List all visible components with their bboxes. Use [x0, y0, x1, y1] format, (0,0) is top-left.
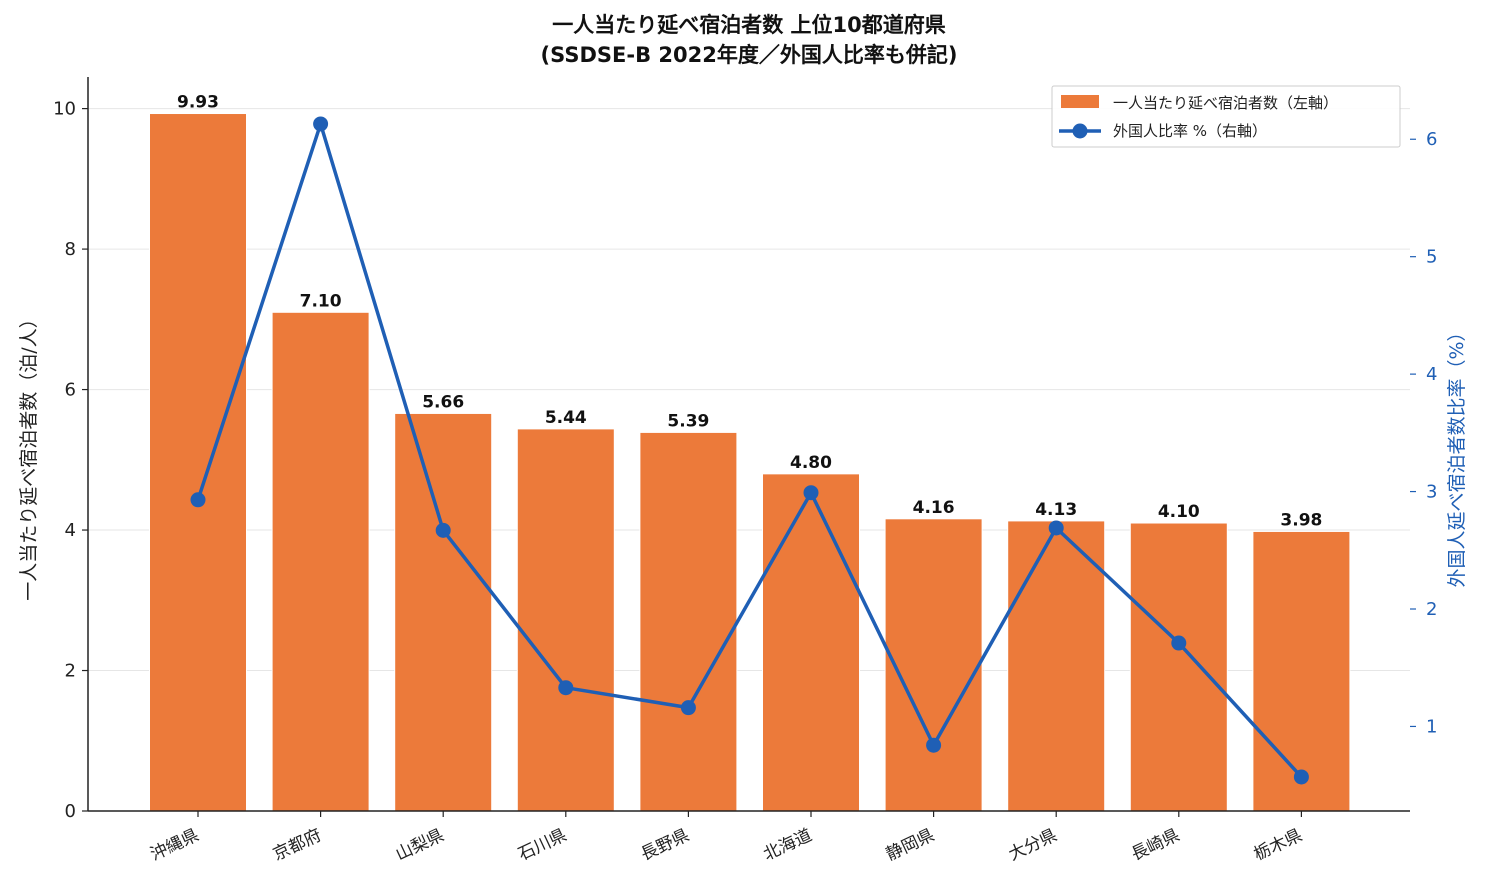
legend-box	[1051, 85, 1401, 148]
x-tick-label-10: 栃木県	[1251, 825, 1306, 865]
x-tick-label-9: 長崎県	[1128, 825, 1183, 865]
ratio-point-3	[435, 522, 451, 538]
left-y-ticks: 0 2 4 6 8 10	[53, 99, 88, 822]
legend: 一人当たり延べ宿泊者数（左軸） 外国人比率 %（右軸）	[1051, 85, 1401, 148]
left-tick-label-10: 10	[53, 99, 76, 120]
bar-value-label-4: 5.44	[545, 408, 587, 428]
x-tick-label-4: 石川県	[515, 825, 570, 865]
bar-value-label-7: 4.16	[913, 498, 955, 518]
ratio-point-5	[680, 700, 696, 716]
right-tick-label-1: 1	[1426, 716, 1437, 737]
ratio-point-4	[558, 680, 574, 696]
right-tick-label-3: 3	[1426, 482, 1437, 503]
bar-value-label-3: 5.66	[422, 392, 464, 412]
bar-value-labels: 9.93 7.10 5.66 5.44 5.39 4.80 4.16 4.13 4.10 3.98	[177, 93, 1322, 531]
x-tick-label-1: 沖縄県	[147, 825, 202, 865]
bar-value-label-5: 5.39	[667, 411, 709, 431]
bars	[149, 113, 1351, 812]
ratio-line	[196, 122, 1303, 779]
ratio-line-series	[190, 116, 1309, 785]
ratio-point-8	[1048, 520, 1064, 536]
bar-value-label-8: 4.13	[1035, 500, 1077, 520]
chart-subtitle: (SSDSE-B 2022年度／外国人比率も併記)	[541, 43, 958, 67]
right-tick-label-6: 6	[1426, 129, 1437, 150]
ratio-point-9	[1171, 635, 1187, 651]
legend-bar-swatch	[1061, 95, 1099, 108]
bar-6	[762, 473, 860, 812]
ratio-point-2	[313, 116, 329, 132]
x-tick-label-8: 大分県	[1006, 825, 1061, 865]
left-tick-label-2: 2	[65, 661, 76, 682]
legend-line-label: 外国人比率 %（右軸）	[1113, 122, 1267, 140]
legend-line-marker	[1072, 123, 1088, 139]
ratio-point-6	[803, 485, 819, 501]
bar-value-label-1: 9.93	[177, 93, 219, 113]
x-ticks: 沖縄県 京都府 山梨県 石川県 長野県 北海道 静岡県 大分県 長崎県 栃木県	[147, 811, 1306, 865]
bar-2	[271, 311, 370, 812]
bar-value-label-2: 7.10	[300, 291, 342, 311]
x-tick-label-2: 京都府	[270, 825, 325, 865]
ratio-point-7	[926, 737, 942, 753]
ratio-point-10	[1293, 769, 1309, 785]
x-tick-label-6: 北海道	[760, 825, 815, 865]
bar-7	[884, 518, 983, 812]
bar-1	[149, 113, 247, 812]
x-tick-label-5: 長野県	[638, 825, 693, 865]
right-y-ticks: 1 2 3 4 5 6	[1410, 129, 1437, 737]
left-y-axis-label: 一人当たり延べ宿泊者数（泊/人）	[18, 309, 40, 600]
bar-value-label-6: 4.80	[790, 453, 832, 473]
left-tick-label-4: 4	[65, 520, 76, 541]
left-tick-label-0: 0	[65, 801, 76, 822]
left-tick-label-6: 6	[65, 380, 76, 401]
bar-4	[516, 428, 615, 812]
chart-title: 一人当たり延べ宿泊者数 上位10都道府県	[552, 13, 946, 37]
bar-3	[394, 412, 493, 812]
right-y-axis-label: 外国人延べ宿泊者数比率（%）	[1446, 322, 1468, 587]
bar-10	[1252, 530, 1351, 812]
right-tick-label-2: 2	[1426, 599, 1437, 620]
bar-5	[639, 431, 738, 812]
x-tick-label-3: 山梨県	[393, 825, 448, 865]
bar-value-label-10: 3.98	[1280, 510, 1322, 530]
ratio-point-1	[190, 492, 206, 508]
bar-8	[1007, 520, 1106, 812]
left-tick-label-8: 8	[65, 239, 76, 260]
x-tick-label-7: 静岡県	[883, 825, 938, 865]
legend-bar-label: 一人当たり延べ宿泊者数（左軸）	[1113, 94, 1338, 112]
right-tick-label-5: 5	[1426, 247, 1437, 268]
bar-9	[1129, 522, 1228, 812]
bar-value-label-9: 4.10	[1158, 502, 1200, 522]
right-tick-label-4: 4	[1426, 364, 1437, 385]
